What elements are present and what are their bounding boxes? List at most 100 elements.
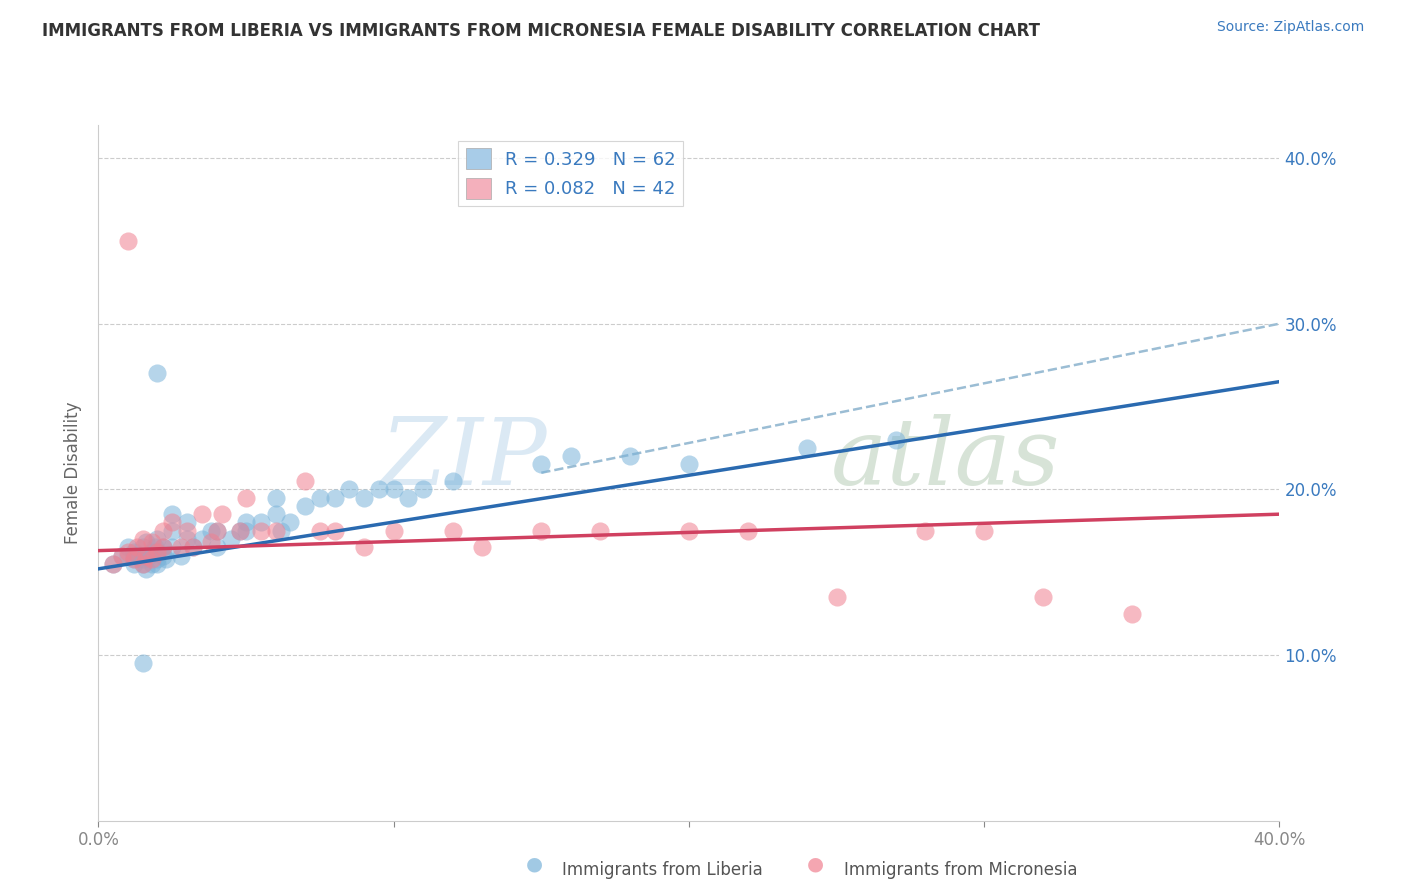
Point <box>737 524 759 538</box>
Point <box>152 541 174 555</box>
Point <box>1032 590 1054 604</box>
Point <box>191 507 214 521</box>
Point <box>132 541 155 555</box>
Legend: R = 0.329   N = 62, R = 0.082   N = 42: R = 0.329 N = 62, R = 0.082 N = 42 <box>458 141 683 206</box>
Text: Immigrants from Micronesia: Immigrants from Micronesia <box>844 861 1077 879</box>
Point <box>170 541 193 555</box>
Point <box>122 545 145 559</box>
Point <box>146 545 169 559</box>
Point <box>235 516 257 530</box>
Point <box>141 545 163 559</box>
Point <box>264 524 287 538</box>
Point <box>191 532 214 546</box>
Point <box>353 491 375 505</box>
Point <box>309 524 332 538</box>
Point <box>143 541 166 555</box>
Point <box>181 541 204 555</box>
Point <box>135 549 157 563</box>
Point <box>146 552 169 566</box>
Point <box>382 483 405 497</box>
Point <box>135 535 157 549</box>
Point <box>162 541 183 555</box>
Point <box>530 458 553 472</box>
Point <box>132 557 155 571</box>
Point <box>152 524 174 538</box>
Point <box>111 549 134 563</box>
Point <box>122 557 145 571</box>
Point <box>132 532 155 546</box>
Point <box>205 524 228 538</box>
Point <box>103 557 125 571</box>
Point <box>152 541 174 555</box>
Point <box>294 474 316 488</box>
Point <box>200 524 222 538</box>
Point <box>176 516 198 530</box>
Point <box>796 441 818 455</box>
Point <box>125 549 148 563</box>
Point <box>441 474 464 488</box>
Point <box>205 541 228 555</box>
Point <box>122 552 145 566</box>
Point <box>339 483 360 497</box>
Point <box>235 491 257 505</box>
Point <box>135 562 157 576</box>
Point <box>200 535 222 549</box>
Text: ●: ● <box>526 855 543 873</box>
Point <box>211 507 233 521</box>
Point <box>678 458 700 472</box>
Text: IMMIGRANTS FROM LIBERIA VS IMMIGRANTS FROM MICRONESIA FEMALE DISABILITY CORRELAT: IMMIGRANTS FROM LIBERIA VS IMMIGRANTS FR… <box>42 22 1040 40</box>
Point <box>141 535 163 549</box>
Point <box>141 557 163 571</box>
Point <box>117 234 139 248</box>
Point <box>176 532 198 546</box>
Point <box>117 545 139 559</box>
Point <box>132 552 155 566</box>
Point <box>250 524 273 538</box>
Point <box>825 590 848 604</box>
Point <box>294 499 316 513</box>
Point <box>146 367 169 381</box>
Point <box>914 524 936 538</box>
Point <box>132 657 155 671</box>
Point <box>229 524 252 538</box>
Point <box>412 483 434 497</box>
Text: Immigrants from Liberia: Immigrants from Liberia <box>562 861 763 879</box>
Point <box>323 524 346 538</box>
Point <box>152 549 174 563</box>
Point <box>884 433 907 447</box>
Point <box>162 524 183 538</box>
Point <box>589 524 612 538</box>
Point <box>103 557 125 571</box>
Point <box>117 549 139 563</box>
Point <box>146 557 169 571</box>
Point <box>619 449 641 463</box>
Point <box>229 524 252 538</box>
Point <box>441 524 464 538</box>
Point <box>323 491 346 505</box>
Point <box>270 524 292 538</box>
Point <box>382 524 405 538</box>
Point <box>205 524 228 538</box>
Y-axis label: Female Disability: Female Disability <box>65 401 83 544</box>
Point <box>138 549 160 563</box>
Point <box>117 541 139 555</box>
Point <box>678 524 700 538</box>
Point <box>146 532 169 546</box>
Point <box>162 507 183 521</box>
Point <box>122 552 145 566</box>
Point <box>181 541 204 555</box>
Point <box>176 524 198 538</box>
Text: ZIP: ZIP <box>381 414 547 504</box>
Point <box>530 524 553 538</box>
Point <box>1121 607 1143 621</box>
Point <box>146 545 169 559</box>
Text: ●: ● <box>807 855 824 873</box>
Point <box>264 507 287 521</box>
Point <box>162 516 183 530</box>
Point <box>125 541 148 555</box>
Point <box>560 449 582 463</box>
Point <box>471 541 494 555</box>
Point <box>309 491 332 505</box>
Point <box>396 491 419 505</box>
Point <box>368 483 391 497</box>
